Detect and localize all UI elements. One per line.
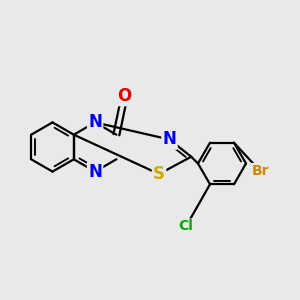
Text: N: N [88,163,102,181]
Text: O: O [117,87,132,105]
Text: Br: Br [251,164,269,178]
Text: N: N [88,113,102,131]
Text: N: N [163,130,176,148]
Text: S: S [153,165,165,183]
Text: Cl: Cl [178,220,194,233]
